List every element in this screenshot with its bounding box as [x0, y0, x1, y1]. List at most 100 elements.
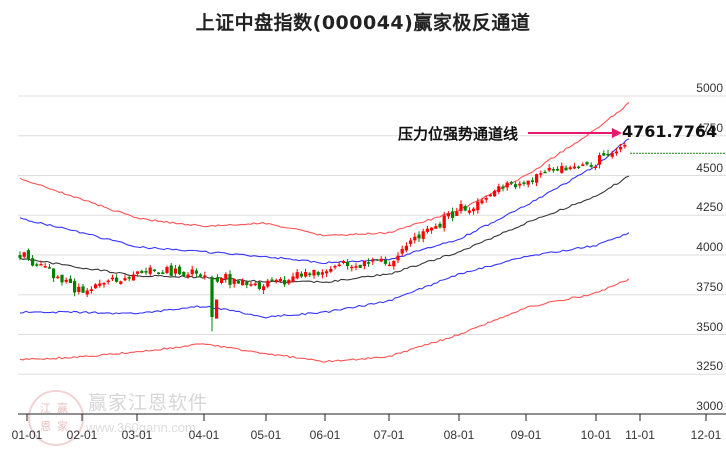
candle-body	[623, 145, 627, 147]
candle-body	[535, 174, 539, 183]
candle-body	[371, 259, 375, 262]
candle-body	[22, 252, 26, 257]
candle-body	[26, 250, 30, 259]
lower-inner-band-line	[19, 232, 630, 319]
candle-body	[438, 223, 442, 228]
candle-body	[85, 290, 89, 295]
candle-body	[367, 262, 371, 264]
candle-body	[210, 277, 214, 318]
y-tick-label: 4500	[696, 160, 723, 175]
candle-body	[572, 166, 576, 169]
candle-body	[585, 162, 589, 165]
candle-body	[610, 153, 614, 157]
candle-body	[379, 258, 383, 262]
candle-body	[186, 274, 190, 277]
candle-body	[39, 264, 43, 266]
candle-body	[194, 270, 198, 274]
candle-body	[291, 276, 295, 282]
candle-body	[375, 259, 379, 261]
candle-body	[602, 153, 606, 156]
candle-body	[106, 280, 110, 283]
candle-body	[577, 166, 581, 169]
candle-body	[434, 226, 438, 229]
candle-body	[442, 215, 446, 229]
candle-body	[161, 272, 165, 274]
candle-body	[157, 272, 161, 274]
candle-body	[47, 267, 51, 269]
candle-body	[514, 184, 518, 188]
candle-body	[409, 240, 413, 244]
candle-body	[35, 264, 39, 266]
upper-outer-band-line	[19, 102, 630, 237]
candle-body	[568, 167, 572, 170]
candle-body	[127, 277, 131, 279]
candle-body	[388, 264, 392, 267]
candle-body	[199, 274, 203, 277]
candle-body	[94, 284, 98, 289]
candle-body	[31, 258, 35, 266]
candle-body	[152, 269, 156, 272]
candle-body	[472, 208, 476, 212]
candle-body	[295, 272, 299, 279]
candle-body	[228, 274, 232, 285]
x-tick-label: 11-01	[625, 428, 655, 442]
candle-body	[270, 279, 274, 281]
candle-body	[102, 283, 106, 285]
candle-body	[190, 269, 194, 275]
candle-body	[304, 272, 308, 277]
candle-body	[589, 164, 593, 167]
candle-body	[278, 278, 282, 282]
candle-body	[404, 245, 408, 251]
candle-body	[182, 271, 186, 277]
candle-body	[556, 168, 560, 171]
candle-body	[236, 280, 240, 284]
candle-body	[60, 274, 64, 283]
y-tick-label: 4750	[696, 120, 723, 135]
candle-body	[123, 278, 127, 281]
candle-body	[283, 279, 287, 285]
candle-body	[81, 286, 85, 293]
candle-body	[451, 211, 455, 218]
candle-body	[543, 171, 547, 174]
candle-body	[262, 286, 266, 291]
y-tick-label: 4000	[696, 240, 723, 254]
x-tick-label: 07-01	[373, 428, 405, 442]
candle-body	[581, 164, 585, 166]
candle-body	[329, 268, 333, 272]
candle-body	[52, 268, 56, 279]
candle-body	[18, 255, 22, 258]
candle-body	[140, 270, 144, 273]
upper-inner-band-line	[19, 138, 630, 265]
candle-body	[354, 266, 358, 268]
candle-body	[526, 180, 530, 185]
y-tick-label: 5000	[696, 81, 723, 95]
candle-body	[77, 286, 81, 293]
candle-body	[564, 167, 568, 171]
candle-body	[509, 182, 513, 184]
candle-body	[539, 173, 543, 175]
candle-body	[241, 280, 245, 286]
candle-body	[253, 283, 257, 286]
candle-body	[362, 260, 366, 266]
y-tick-label: 3750	[696, 279, 723, 294]
y-tick-label: 4250	[696, 200, 723, 215]
candle-body	[551, 169, 555, 171]
candle-body	[598, 155, 602, 165]
candle-body	[64, 279, 68, 282]
x-tick-label: 12-01	[690, 428, 722, 442]
x-tick-label: 09-01	[510, 428, 542, 442]
candle-body	[522, 182, 526, 184]
candle-body	[165, 267, 169, 274]
candle-body	[257, 282, 261, 289]
candle-body	[224, 273, 228, 279]
candle-body	[455, 211, 459, 216]
candle-body	[232, 278, 236, 284]
candle-body	[530, 180, 534, 182]
candle-body	[245, 281, 249, 286]
candle-body	[110, 277, 114, 280]
candle-body	[131, 274, 135, 281]
candle-body	[417, 234, 421, 239]
candle-body	[396, 255, 400, 261]
candle-body	[144, 271, 148, 273]
